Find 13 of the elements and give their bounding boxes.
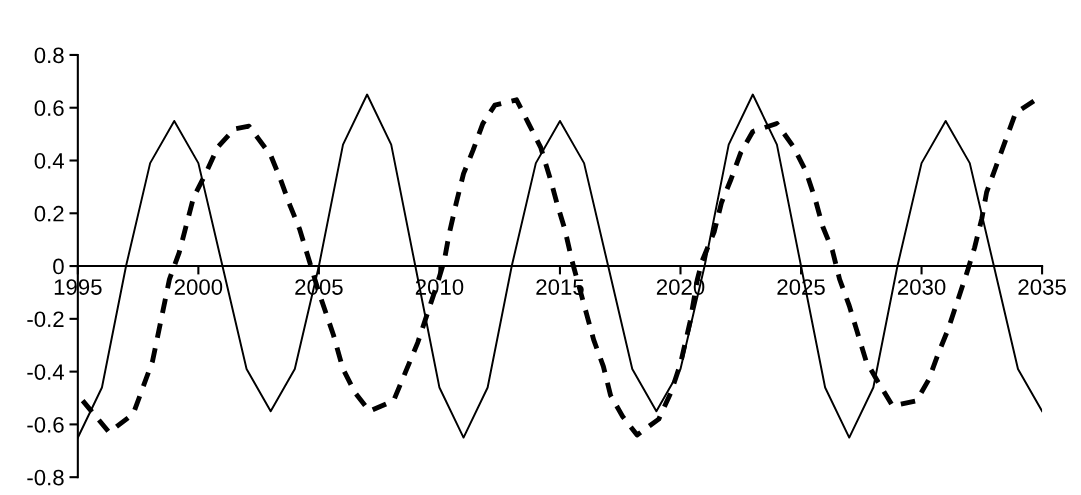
y-tick-label: -0.2 bbox=[27, 311, 64, 328]
y-tick-label: -0.6 bbox=[27, 416, 64, 433]
x-tick-label: 2015 bbox=[536, 279, 584, 295]
y-tick-label: 0.8 bbox=[34, 47, 64, 64]
y-tick-label: 0.2 bbox=[34, 205, 64, 222]
x-tick-label: 2035 bbox=[1018, 279, 1066, 295]
y-tick-label: -0.4 bbox=[27, 364, 64, 380]
y-tick-label: 0 bbox=[53, 258, 64, 275]
x-tick-label: 2000 bbox=[174, 279, 223, 295]
y-tick-label: 0.4 bbox=[34, 153, 64, 169]
y-tick-label: -0.8 bbox=[27, 469, 64, 486]
y-tick-label: 0.6 bbox=[34, 100, 64, 116]
x-tick-label: 2030 bbox=[897, 279, 946, 295]
